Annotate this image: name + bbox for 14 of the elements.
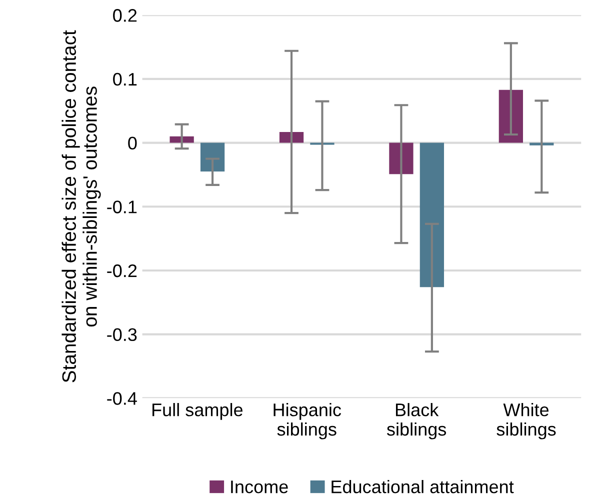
y-tick-label: -0.2 [107,264,137,278]
x-tick-label: White siblings [496,403,556,440]
x-tick-label: Black siblings [386,403,446,440]
y-tick-label: -0.4 [107,392,137,405]
y-tick-label: 0.1 [113,72,137,86]
y-tick-label: -0.1 [107,200,137,214]
y-axis-title: Standardized effect size of police contact on within-siblings' outcomes [62,30,101,382]
y-tick-label: 0 [128,136,137,150]
y-tick-label: 0.2 [113,9,137,22]
x-tick-label: Full sample [152,403,243,420]
legend-label: Educational attainment [332,480,514,494]
x-tick-label: Hispanic siblings [274,403,342,440]
legend-label: Income [231,480,288,494]
y-tick-label: -0.3 [107,328,137,342]
